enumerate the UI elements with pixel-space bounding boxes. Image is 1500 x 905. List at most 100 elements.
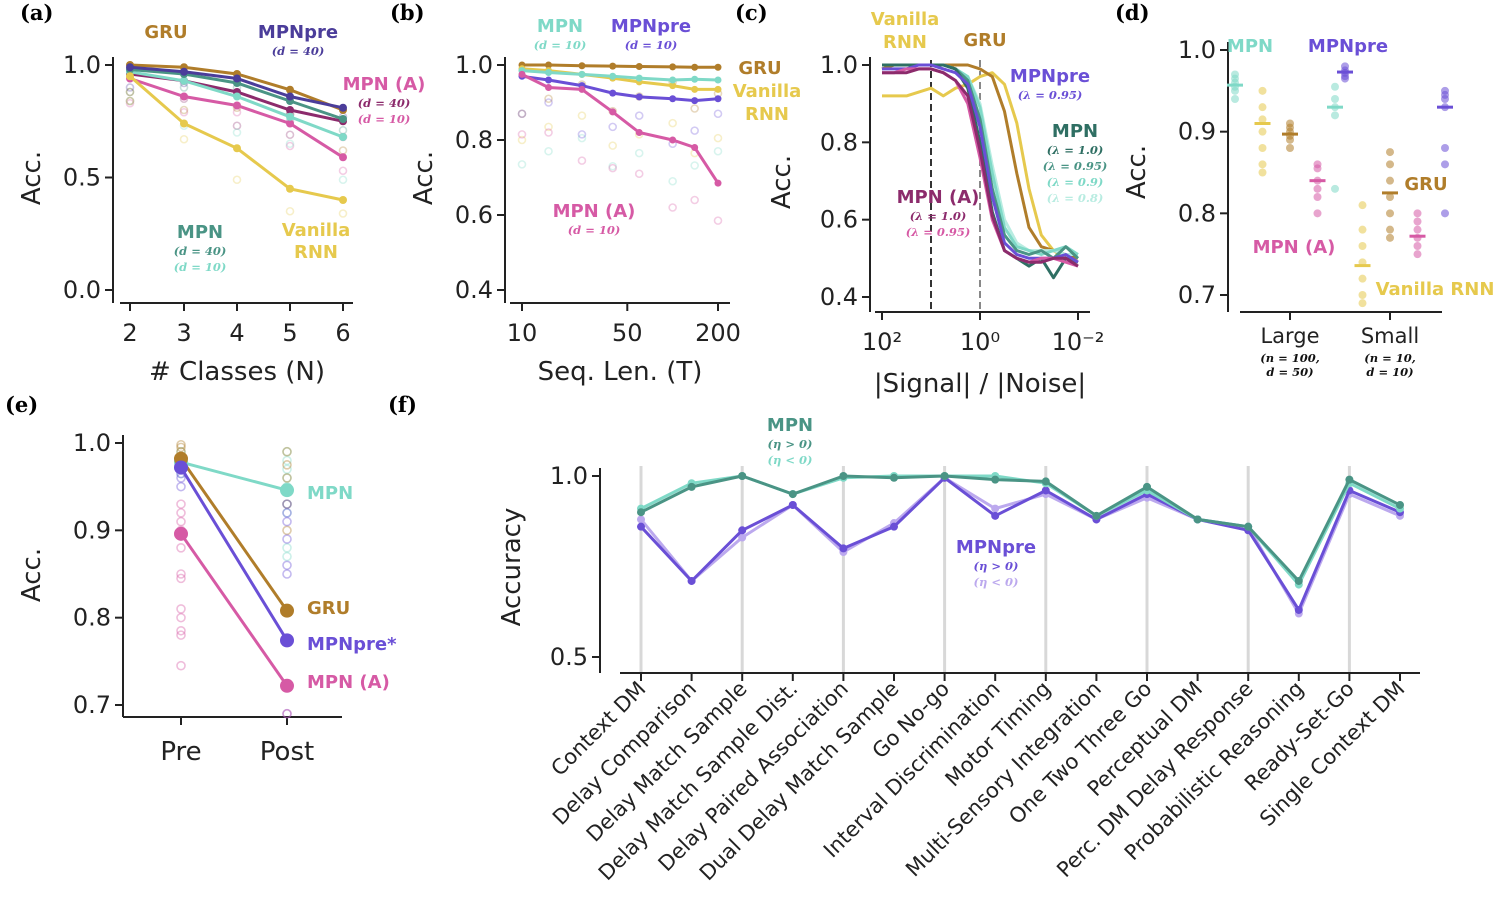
data-point-marker <box>1313 193 1322 201</box>
data-point-marker <box>1358 225 1367 234</box>
legend-entry: GRU <box>1404 174 1447 195</box>
legend-entry: GRU <box>144 22 187 43</box>
data-point-marker <box>282 473 292 483</box>
data-point-marker <box>125 98 135 108</box>
y-tick-label: 0.5 <box>63 164 101 192</box>
data-point-marker <box>179 134 189 144</box>
data-point-marker <box>176 439 186 450</box>
data-point <box>1041 477 1050 486</box>
data-point <box>1143 482 1151 491</box>
series-line <box>179 466 289 642</box>
x-tick-label: Post <box>260 737 314 767</box>
data-point <box>890 473 898 482</box>
data-point-marker <box>176 573 186 584</box>
y-axis-label: Accuracy <box>497 508 527 627</box>
legend-entry: GRU <box>963 30 1006 51</box>
data-point-marker <box>517 135 527 145</box>
series-line <box>521 69 719 82</box>
data-point-marker <box>1341 74 1349 83</box>
data-point <box>339 103 347 112</box>
y-tick-label: 0.8 <box>1178 199 1216 227</box>
data-point-marker <box>577 130 587 139</box>
data-point <box>669 82 677 90</box>
data-point-marker <box>282 551 292 562</box>
data-point-marker <box>1231 86 1239 95</box>
data-point-marker <box>1413 250 1422 259</box>
data-point-marker <box>176 516 186 527</box>
data-point-marker <box>517 160 527 169</box>
x-tick-label: 3 <box>176 319 191 347</box>
legend-entry: RNN <box>883 32 927 53</box>
legend-subentry: (λ = 1.0) <box>910 209 967 223</box>
data-point <box>890 522 898 531</box>
data-point-marker <box>176 442 186 453</box>
y-tick-label: 0.8 <box>455 126 493 154</box>
data-point <box>788 490 797 499</box>
data-point-marker <box>282 542 292 553</box>
data-point-marker <box>282 446 292 457</box>
data-point-marker <box>544 146 553 156</box>
legend-subentry: (d = 40) <box>272 44 325 58</box>
data-point-marker <box>1258 115 1267 124</box>
legend-subentry: (d = 10) <box>534 38 587 52</box>
data-point-marker <box>1413 217 1422 226</box>
data-point-marker <box>1358 242 1367 250</box>
data-point-marker <box>668 203 677 212</box>
data-point <box>545 69 553 76</box>
data-point-marker <box>1258 86 1267 95</box>
legend-subentry: (d = 10) <box>625 38 678 52</box>
data-point <box>126 63 134 72</box>
data-point <box>286 106 294 114</box>
data-point-marker <box>1286 135 1294 144</box>
data-point <box>174 460 188 475</box>
y-tick-label: 0.8 <box>73 604 111 632</box>
data-point-marker <box>517 109 527 119</box>
data-point-marker <box>544 122 553 132</box>
y-tick-label: 0.7 <box>1178 281 1216 309</box>
data-point-marker <box>176 499 186 509</box>
data-point-marker <box>282 446 292 457</box>
data-point-marker <box>176 508 186 518</box>
series-line <box>522 63 718 69</box>
legend-entry: Vanilla RNN <box>1376 279 1495 300</box>
data-point <box>286 92 294 101</box>
data-point <box>637 522 645 531</box>
legend-entry: MPN (A) <box>553 201 636 222</box>
y-tick-label: 0.8 <box>820 128 858 156</box>
series-line <box>639 476 1401 612</box>
data-point-marker <box>176 569 186 579</box>
data-point <box>286 184 294 193</box>
data-point-marker <box>125 96 135 106</box>
data-point-marker <box>282 460 292 470</box>
y-axis-label: Acc. <box>409 151 439 205</box>
legend-entry: MPN <box>767 415 813 436</box>
data-point <box>609 108 617 116</box>
data-point-marker <box>125 83 135 92</box>
data-point-marker <box>608 122 618 132</box>
data-point <box>687 482 696 491</box>
data-point-marker <box>1313 184 1322 193</box>
legend-entry: RNN <box>745 104 789 125</box>
data-point-marker <box>634 169 644 179</box>
data-point-marker <box>285 139 295 149</box>
data-point-marker <box>125 96 135 106</box>
x-tick-label: 4 <box>229 319 244 347</box>
legend-entry: Vanilla <box>871 9 940 30</box>
data-point-marker <box>1386 176 1394 185</box>
data-point-marker <box>1386 160 1394 169</box>
x-tick-label: 50 <box>612 319 643 347</box>
legend-entry: MPN <box>177 222 223 243</box>
x-axis-label: # Classes (N) <box>149 357 325 387</box>
x-tick-label: 6 <box>335 319 350 347</box>
x-tick-label: 10⁻² <box>1052 328 1105 356</box>
data-point <box>180 119 188 128</box>
y-tick-label: 0.6 <box>455 201 493 229</box>
data-point <box>635 63 643 70</box>
legend-subentry: (d = 10) <box>358 112 411 126</box>
legend-entry: MPN <box>1052 121 1098 142</box>
x-axis-label: Seq. Len. (T) <box>538 357 703 387</box>
data-point <box>339 196 347 204</box>
data-point-marker <box>1413 209 1422 218</box>
data-point-marker <box>1331 82 1339 91</box>
